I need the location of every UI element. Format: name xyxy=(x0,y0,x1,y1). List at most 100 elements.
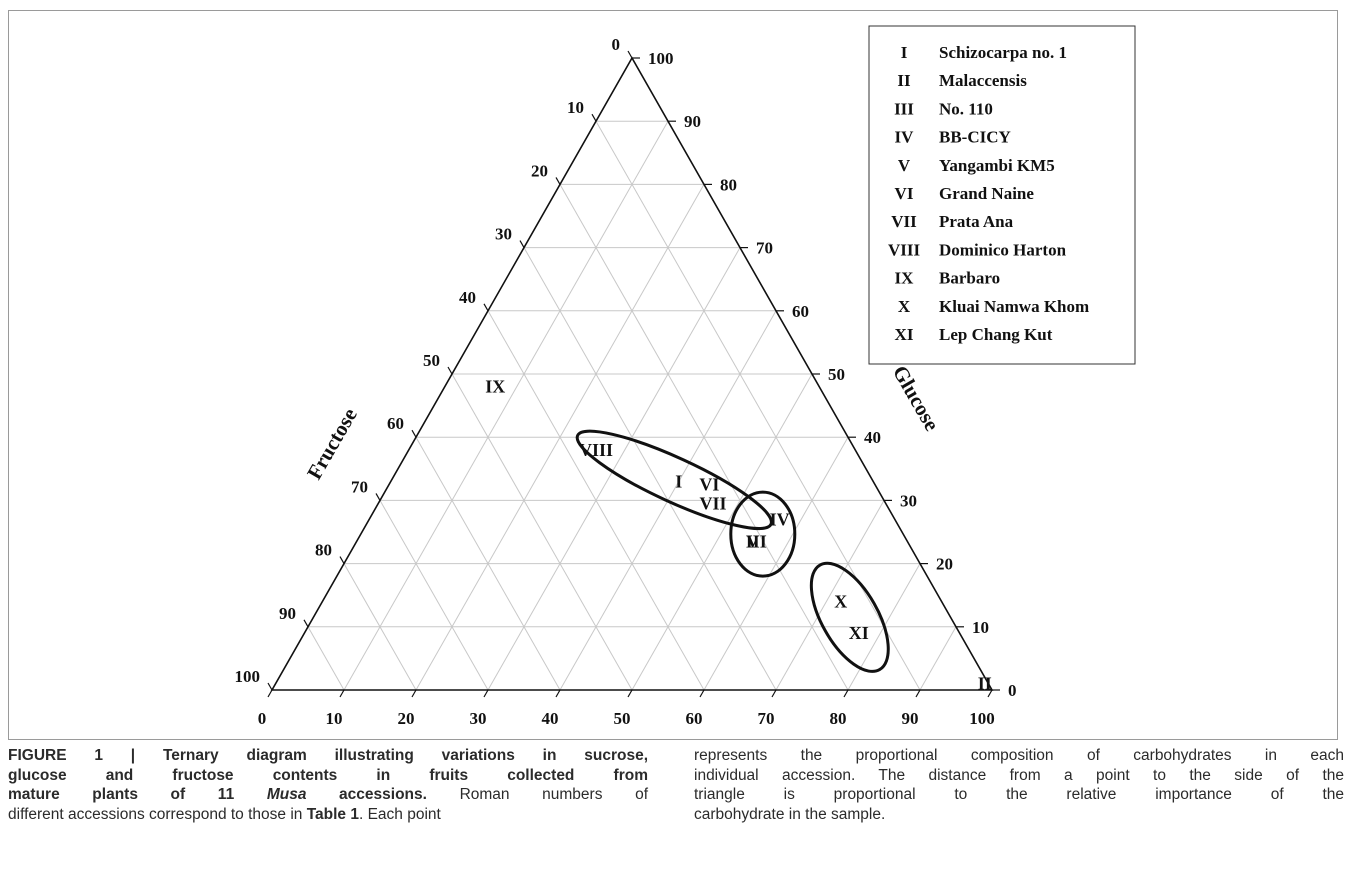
legend-name: Malaccensis xyxy=(939,71,1027,90)
point-label-iv: IV xyxy=(770,509,790,529)
grid-line xyxy=(343,120,669,691)
legend-name: Prata Ana xyxy=(939,212,1014,231)
caption-segment: FIGURE 1 | Ternary diagram illustrating … xyxy=(8,747,648,764)
caption-segment: represents the proportional composition … xyxy=(694,747,1344,764)
legend-box xyxy=(868,25,1136,365)
legend-name: Barbaro xyxy=(939,269,1000,288)
left-tick xyxy=(339,556,345,564)
grid-lines xyxy=(307,120,957,691)
left-tick-label: 40 xyxy=(459,288,476,307)
caption-segment: triangle is proportional to the relative… xyxy=(694,786,1344,803)
caption-segment: accessions. xyxy=(306,786,427,803)
caption-segment: mature plants of 11 xyxy=(8,786,267,803)
fructose-axis-title: Fructose xyxy=(302,404,362,484)
left-tick-label: 50 xyxy=(423,351,440,370)
legend-name: Kluai Namwa Khom xyxy=(939,297,1089,316)
left-tick xyxy=(519,240,525,248)
grid-line xyxy=(415,436,561,691)
point-label-v: V xyxy=(746,531,759,551)
caption-line: individual accession. The distance from … xyxy=(694,766,1344,786)
left-tick xyxy=(627,50,633,59)
legend-name: Dominico Harton xyxy=(939,240,1067,259)
point-label-ii: II xyxy=(978,674,992,694)
left-tick xyxy=(447,366,453,375)
legend-name: Lep Chang Kut xyxy=(939,325,1053,344)
bottom-tick-label: 30 xyxy=(470,709,487,728)
bottom-tick-label: 80 xyxy=(830,709,847,728)
left-tick xyxy=(303,619,309,628)
legend-name: Grand Naine xyxy=(939,184,1034,203)
left-tick xyxy=(483,303,489,312)
caption-line: mature plants of 11 Musa accessions. Rom… xyxy=(8,785,648,805)
bottom-tick xyxy=(339,689,345,698)
left-tick-label: 90 xyxy=(279,604,296,623)
legend-code: VIII xyxy=(888,240,921,259)
caption-segment: . Each point xyxy=(358,805,441,823)
bottom-tick-label: 0 xyxy=(258,709,267,728)
legend-code: IV xyxy=(895,128,915,147)
point-label-viii: VIII xyxy=(579,440,613,460)
bottom-tick-label: 100 xyxy=(969,709,995,728)
left-tick-label: 10 xyxy=(567,98,584,117)
caption-segment: glucose and fructose contents in fruits … xyxy=(8,766,648,784)
bottom-tick-label: 40 xyxy=(542,709,559,728)
point-label-ix: IX xyxy=(485,377,505,397)
group-ellipse xyxy=(729,490,797,578)
legend-code: II xyxy=(897,71,911,90)
bottom-tick xyxy=(915,689,921,698)
caption-segment: Table 1 xyxy=(306,805,359,823)
bottom-tick-label: 60 xyxy=(686,709,703,728)
grid-line xyxy=(631,373,813,691)
grid-line xyxy=(595,120,921,691)
grid-line xyxy=(523,247,777,691)
caption-right-column: represents the proportional composition … xyxy=(694,746,1344,824)
tick-marks xyxy=(267,50,1000,698)
caption-segment: individual accession. The distance from … xyxy=(694,766,1344,784)
bottom-tick-label: 50 xyxy=(614,709,631,728)
point-label-i: I xyxy=(675,471,682,491)
left-tick-label: 30 xyxy=(495,225,512,244)
grid-line xyxy=(343,563,417,691)
point-label-vii: VII xyxy=(699,494,726,514)
grid-line xyxy=(307,626,345,691)
bottom-tick xyxy=(771,689,777,698)
caption-line: triangle is proportional to the relative… xyxy=(694,785,1344,805)
left-tick xyxy=(591,113,597,122)
left-tick-label: 0 xyxy=(612,35,621,54)
point-label-x: X xyxy=(834,592,847,612)
group-ellipse xyxy=(575,429,773,531)
left-tick xyxy=(375,493,381,501)
grid-line xyxy=(919,626,957,691)
bottom-tick xyxy=(555,689,561,698)
bottom-tick-label: 10 xyxy=(326,709,343,728)
legend-code: XI xyxy=(895,325,914,344)
bottom-tick-label: 90 xyxy=(902,709,919,728)
left-tick-label: 80 xyxy=(315,541,332,560)
caption-segment: Roman numbers of xyxy=(426,786,648,803)
right-tick-label: 70 xyxy=(756,239,773,258)
caption-line: FIGURE 1 | Ternary diagram illustrating … xyxy=(8,746,648,766)
right-tick-label: 80 xyxy=(720,175,737,194)
tick-labels: 0 0 0 10 10 10 20 20 20 30 30 30 40 40 40 50 50 50 60 60 60 7… xyxy=(235,35,1017,728)
legend-code: IX xyxy=(895,269,915,288)
grid-line xyxy=(775,500,885,691)
legend-code: I xyxy=(901,43,908,62)
bottom-tick-label: 70 xyxy=(758,709,775,728)
left-tick-label: 100 xyxy=(235,667,261,686)
grid-line xyxy=(379,500,489,691)
caption-line: represents the proportional composition … xyxy=(694,746,1344,766)
figure-frame xyxy=(8,10,1338,740)
bottom-tick xyxy=(843,689,849,698)
legend-name: No. 110 xyxy=(939,99,993,118)
group-ellipses xyxy=(575,429,890,673)
caption-line: carbohydrate in the sample. xyxy=(694,805,1344,825)
right-tick-label: 40 xyxy=(864,428,881,447)
left-tick xyxy=(555,177,561,185)
grid-line xyxy=(451,373,633,691)
caption-line: different accessions correspond to those… xyxy=(8,805,648,825)
legend-code: V xyxy=(898,156,911,175)
right-tick-label: 90 xyxy=(684,112,701,131)
bottom-tick xyxy=(267,689,273,698)
caption-segment: Musa xyxy=(266,786,307,803)
left-tick-label: 70 xyxy=(351,477,368,496)
